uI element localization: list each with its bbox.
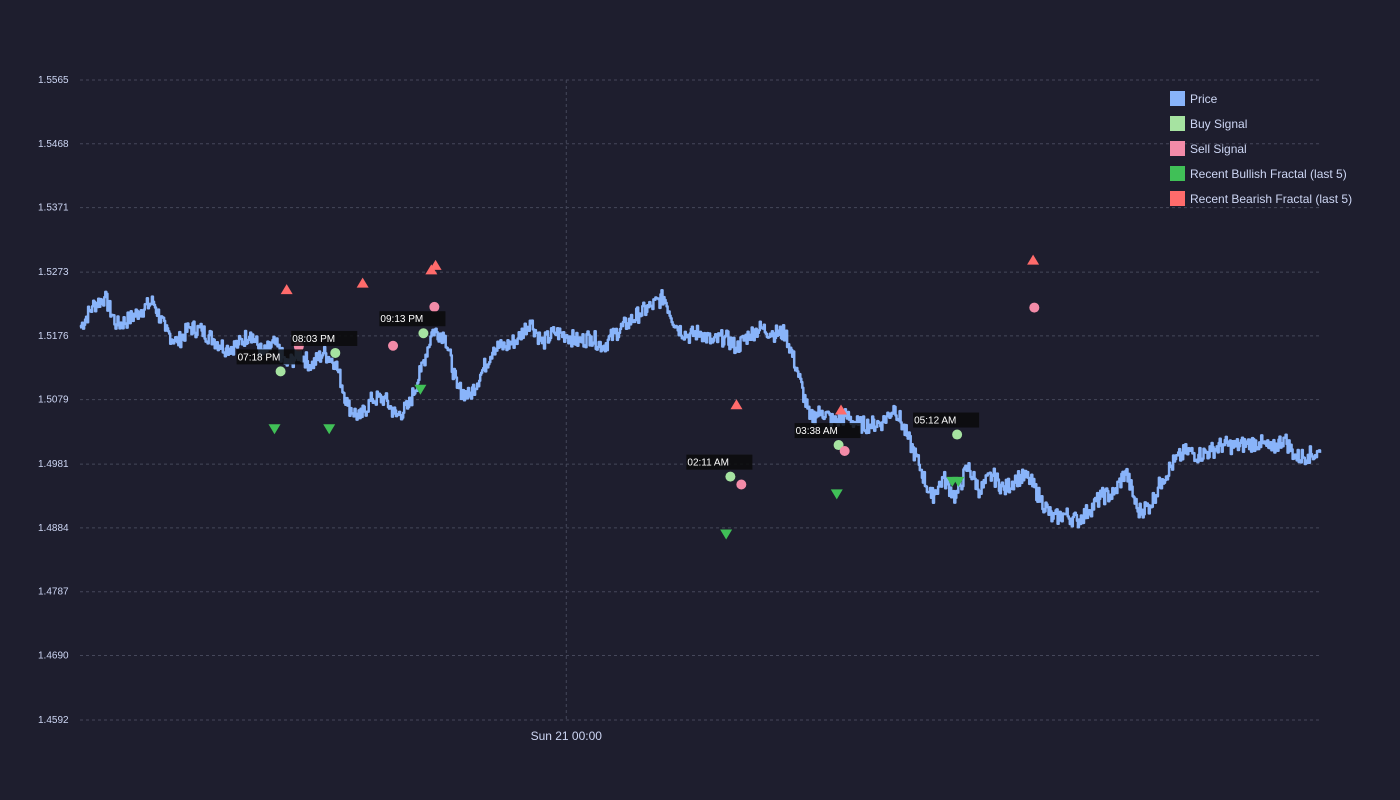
- buy-signal-time-label: 08:03 PM: [292, 334, 335, 345]
- y-tick-label: 1.5565: [38, 75, 69, 86]
- buy-signal-time-label: 07:18 PM: [238, 352, 281, 363]
- bullish-fractal-marker: [323, 424, 336, 435]
- signal-label-layer: 07:18 PM 08:03 PM 09:13 PM 02:11 AM 03:38 AM…: [236, 311, 980, 470]
- legend-swatch: [1170, 116, 1185, 131]
- bullish-fractal-marker: [268, 424, 281, 435]
- bearish-fractal-marker: [730, 399, 743, 410]
- sell-signal-marker: [429, 301, 440, 312]
- bearish-fractal-marker: [356, 277, 369, 288]
- price-layer: [79, 288, 1322, 529]
- y-tick-label: 1.5371: [38, 203, 69, 214]
- signal-label-box: [291, 330, 358, 346]
- y-tick-label: 1.4690: [38, 651, 69, 662]
- buy-signal-time-label: 02:11 AM: [687, 458, 729, 469]
- legend-label: Price: [1190, 92, 1218, 106]
- legend: Price Buy Signal Sell Signal Recent Bullish…: [1170, 91, 1352, 206]
- y-tick-label: 1.4981: [38, 459, 69, 470]
- x-tick-label: Sun 21 00:00: [531, 729, 603, 743]
- bearish-fractal-marker: [280, 284, 293, 295]
- legend-label: Recent Bullish Fractal (last 5): [1190, 167, 1347, 181]
- bullish-fractal-marker: [952, 476, 965, 487]
- bullish-fractal-marker: [830, 489, 843, 500]
- legend-swatch: [1170, 166, 1185, 181]
- y-tick-label: 1.5468: [38, 139, 69, 150]
- grid-layer: 1.4592 1.4690 1.4787 1.4884 1.4981 1.5079 1.51…: [38, 75, 1320, 743]
- legend-swatch: [1170, 91, 1185, 106]
- fractal-layer: [268, 254, 1040, 540]
- bullish-fractal-marker: [414, 384, 427, 395]
- buy-signal-marker: [330, 347, 341, 358]
- signal-label-box: [794, 423, 861, 439]
- sell-signal-marker: [388, 340, 399, 351]
- bearish-fractal-marker: [429, 259, 442, 270]
- signal-label-box: [913, 412, 980, 428]
- y-tick-label: 1.5079: [38, 395, 69, 406]
- signal-label-box: [686, 454, 753, 470]
- buy-signal-time-label: 09:13 PM: [380, 314, 423, 325]
- buy-signal-marker: [275, 366, 286, 377]
- bearish-fractal-marker: [835, 404, 848, 415]
- price-line: [79, 288, 1322, 529]
- bearish-fractal-marker: [1027, 254, 1040, 265]
- legend-swatch: [1170, 191, 1185, 206]
- legend-swatch: [1170, 141, 1185, 156]
- bullish-fractal-marker: [720, 529, 733, 540]
- buy-signal-marker: [418, 328, 429, 339]
- signal-label-box: [379, 311, 446, 327]
- sell-signal-marker: [1029, 302, 1040, 313]
- sell-signal-marker: [839, 445, 850, 456]
- sell-signal-marker: [736, 479, 747, 490]
- signal-layer: [275, 301, 1040, 490]
- y-tick-label: 1.4787: [38, 587, 69, 598]
- buy-signal-marker: [952, 429, 963, 440]
- buy-signal-time-label: 03:38 AM: [796, 426, 838, 437]
- legend-label: Buy Signal: [1190, 117, 1247, 131]
- buy-signal-marker: [725, 471, 736, 482]
- y-tick-label: 1.4884: [38, 523, 69, 534]
- y-tick-label: 1.4592: [38, 715, 69, 726]
- legend-label: Sell Signal: [1190, 142, 1247, 156]
- buy-signal-time-label: 05:12 AM: [914, 416, 956, 427]
- y-tick-label: 1.5273: [38, 267, 69, 278]
- legend-label: Recent Bearish Fractal (last 5): [1190, 192, 1352, 206]
- signal-label-box: [236, 349, 303, 365]
- y-tick-label: 1.5176: [38, 331, 69, 342]
